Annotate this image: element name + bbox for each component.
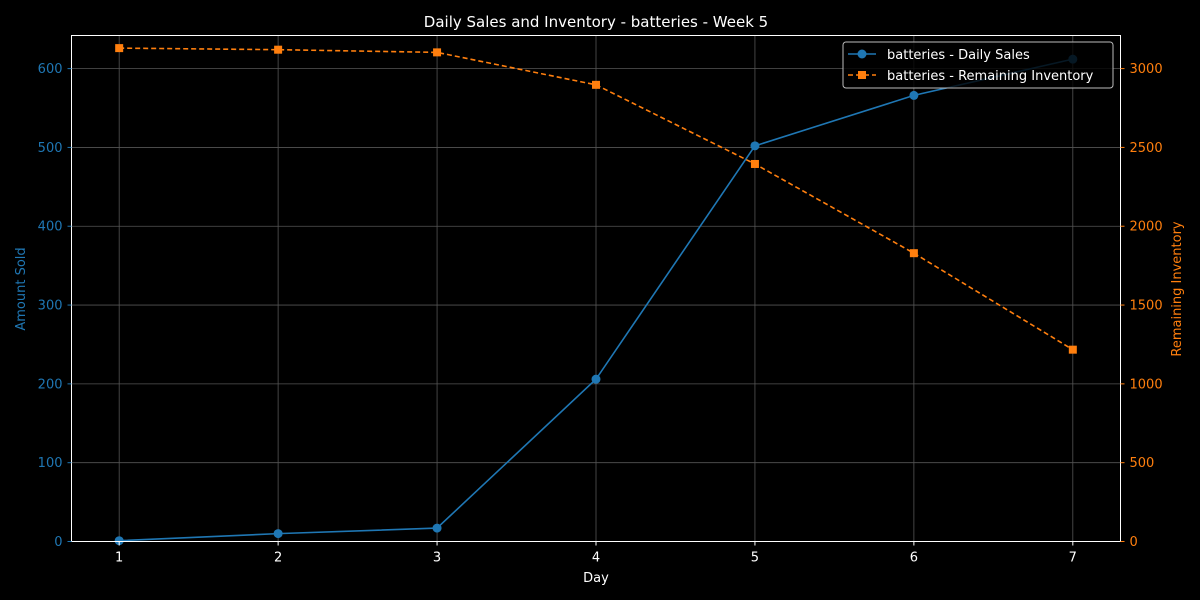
y-left-tick-label: 100 [38,456,63,471]
y-left-tick-label: 600 [38,62,63,77]
y-left-tick-label: 500 [38,141,63,156]
legend: batteries - Daily Sales batteries - Rema… [842,41,1114,89]
series-layer [114,44,1078,546]
data-point-circle [273,529,283,539]
axes: 1 2 3 4 5 6 7 0 100 200 300 400 500 600 0 500 1000 1500 20… [38,62,1163,565]
legend-marker-sales [857,49,867,59]
y-right-tick-label: 2000 [1130,220,1163,235]
y-axis-right-label: Remaining Inventory [1170,221,1185,357]
y-right-tick-label: 0 [1130,535,1138,550]
y-right-tick-label: 1000 [1130,377,1163,392]
data-point-square [433,48,442,57]
data-point-square [1068,345,1077,354]
x-tick-label: 3 [433,551,441,566]
data-point-square [592,80,600,89]
x-tick-label: 6 [910,551,918,566]
data-point-square [750,159,759,168]
y-left-tick-label: 400 [38,220,63,235]
y-left-tick-label: 300 [38,299,63,314]
x-tick-label: 2 [274,551,282,566]
data-point-square [274,45,283,54]
data-point-circle [591,374,601,384]
data-point-circle [114,536,124,546]
legend-marker-inventory [858,71,866,79]
data-point-square [909,249,918,258]
data-point-circle [432,523,442,533]
data-point-circle [909,90,919,100]
legend-box [842,41,1114,89]
x-tick-label: 4 [592,551,600,566]
y-left-tick-label: 0 [54,535,62,550]
data-point-square [115,44,124,53]
data-point-circle [750,141,760,151]
legend-label-sales: batteries - Daily Sales [887,48,1030,63]
x-tick-label: 7 [1069,551,1077,566]
legend-label-inventory: batteries - Remaining Inventory [887,69,1094,84]
x-axis-label: Day [583,571,609,586]
y-right-tick-label: 1500 [1130,299,1163,314]
chart-title: Daily Sales and Inventory - batteries - … [424,13,768,31]
y-left-tick-label: 200 [38,377,63,392]
y-right-tick-label: 2500 [1130,141,1163,156]
y-axis-left-label: Amount Sold [14,247,29,330]
x-tick-label: 5 [751,551,759,566]
x-tick-label: 1 [115,551,123,566]
y-right-tick-label: 3000 [1130,62,1163,77]
y-right-tick-label: 500 [1130,456,1155,471]
